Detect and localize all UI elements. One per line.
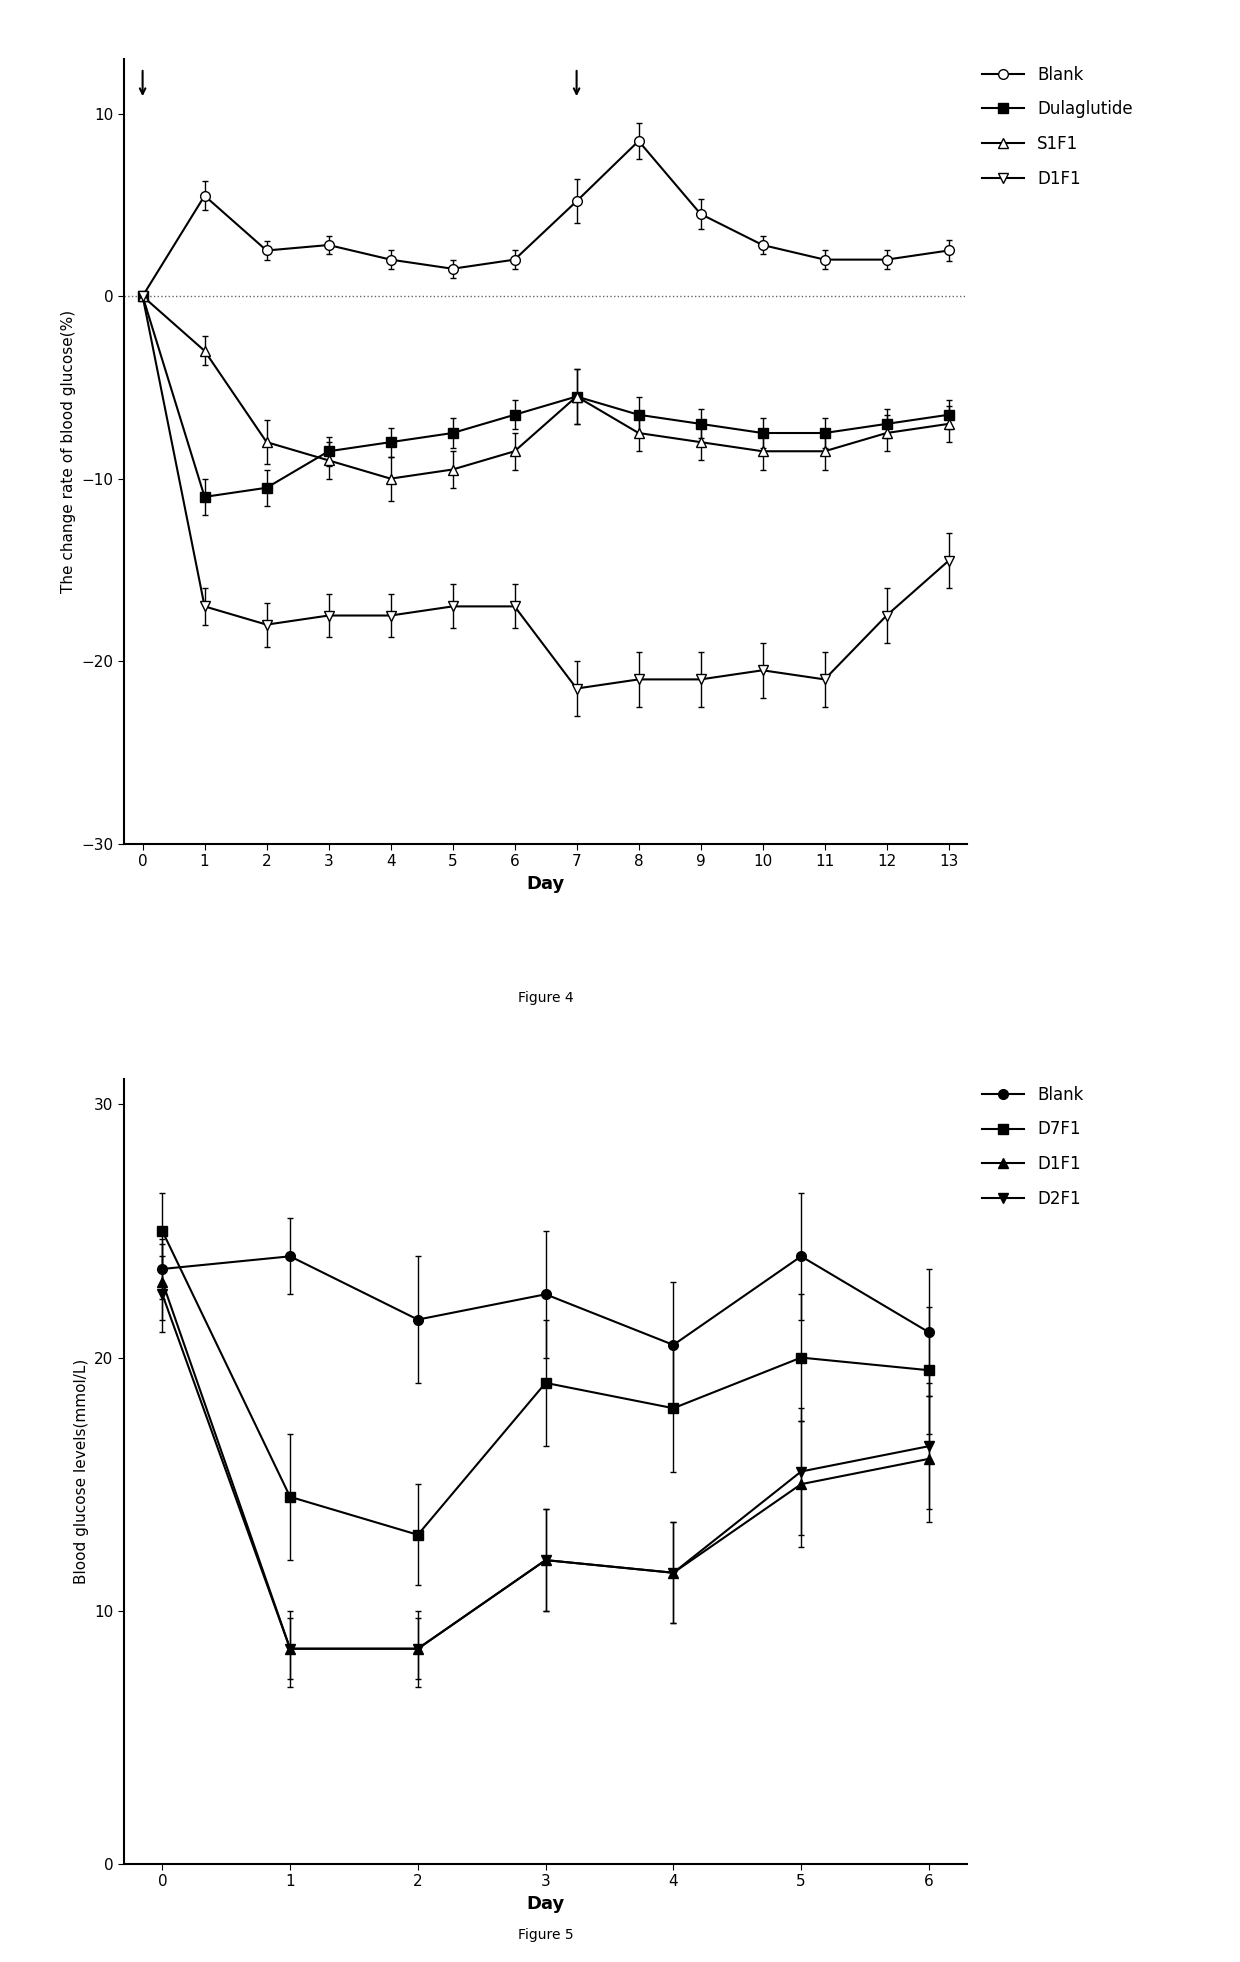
- Y-axis label: The change rate of blood glucose(%): The change rate of blood glucose(%): [61, 310, 76, 593]
- Text: Figure 4: Figure 4: [518, 991, 573, 1005]
- X-axis label: Day: Day: [527, 875, 564, 893]
- Legend: Blank, D7F1, D1F1, D2F1: Blank, D7F1, D1F1, D2F1: [976, 1079, 1090, 1214]
- X-axis label: Day: Day: [527, 1895, 564, 1913]
- Legend: Blank, Dulaglutide, S1F1, D1F1: Blank, Dulaglutide, S1F1, D1F1: [976, 59, 1140, 194]
- Text: Figure 5: Figure 5: [518, 1929, 573, 1942]
- Y-axis label: Blood glucose levels(mmol/L): Blood glucose levels(mmol/L): [73, 1360, 88, 1583]
